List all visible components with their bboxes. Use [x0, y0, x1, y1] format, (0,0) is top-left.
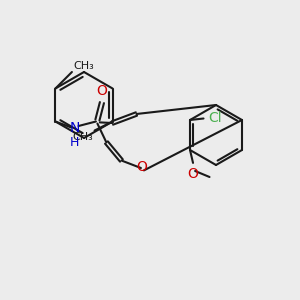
Text: O: O	[97, 84, 107, 98]
Text: N: N	[70, 121, 80, 134]
Text: CH₃: CH₃	[72, 132, 93, 142]
Text: O: O	[188, 167, 199, 181]
Text: O: O	[136, 160, 147, 174]
Text: CH₃: CH₃	[74, 61, 94, 70]
Text: H: H	[70, 136, 79, 149]
Text: Cl: Cl	[208, 112, 222, 125]
